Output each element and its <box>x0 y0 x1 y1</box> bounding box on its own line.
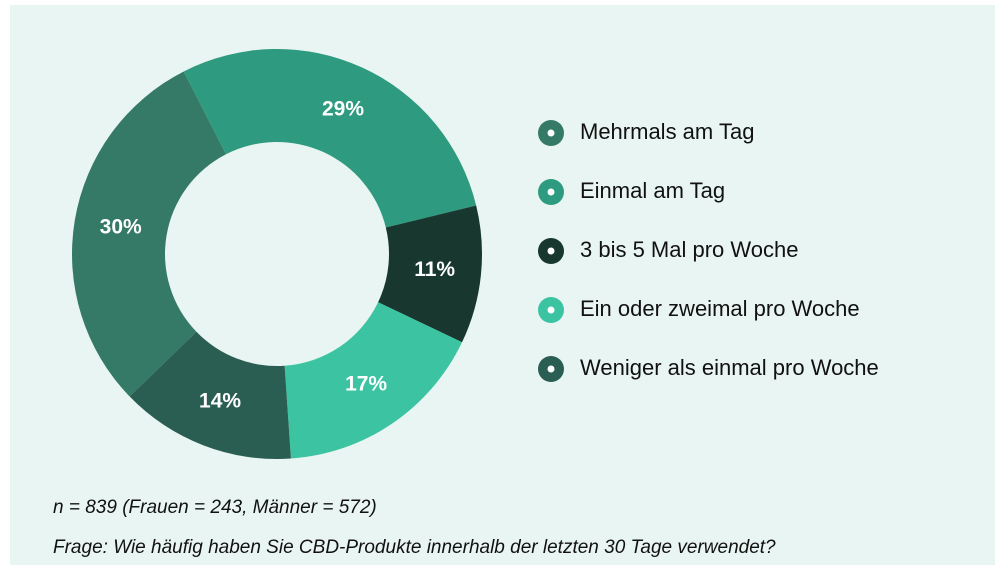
slice <box>183 49 477 228</box>
legend-dot <box>547 129 555 137</box>
legend-dot <box>547 365 555 373</box>
legend-label: Weniger als einmal pro Woche <box>580 355 879 380</box>
slice <box>71 71 227 397</box>
legend-label: Einmal am Tag <box>580 178 725 203</box>
legend-dot <box>547 247 555 255</box>
slice <box>378 205 482 343</box>
value-label: 14% <box>199 389 241 412</box>
slice <box>284 302 463 459</box>
value-label: 17% <box>345 373 387 396</box>
value-label: 30% <box>100 215 142 238</box>
legend-label: Ein oder zweimal pro Woche <box>580 296 860 321</box>
legend-dot <box>547 306 555 314</box>
value-label: 29% <box>322 97 364 120</box>
slice <box>129 331 291 459</box>
legend-label: Mehrmals am Tag <box>580 119 754 144</box>
note: Frage: Wie häufig haben Sie CBD-Produkte… <box>53 537 776 558</box>
legend-label: 3 bis 5 Mal pro Woche <box>580 237 798 262</box>
note: n = 839 (Frauen = 243, Männer = 572) <box>53 497 377 518</box>
legend-dot <box>547 188 555 196</box>
value-label: 11% <box>414 258 455 281</box>
